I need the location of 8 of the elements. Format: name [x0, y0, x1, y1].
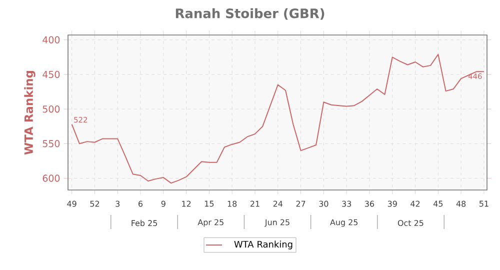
legend-label: WTA Ranking — [234, 240, 292, 250]
y-axis-title: WTA Ranking — [24, 70, 36, 155]
y-tick-label: 600 — [42, 174, 60, 182]
y-tick-label: 400 — [42, 36, 60, 44]
y-tick-label: 500 — [42, 105, 60, 113]
y-tick-label: 550 — [42, 140, 60, 148]
y-tick-label: 450 — [42, 70, 60, 78]
chart-title: Ranah Stoiber (GBR) — [176, 8, 324, 20]
